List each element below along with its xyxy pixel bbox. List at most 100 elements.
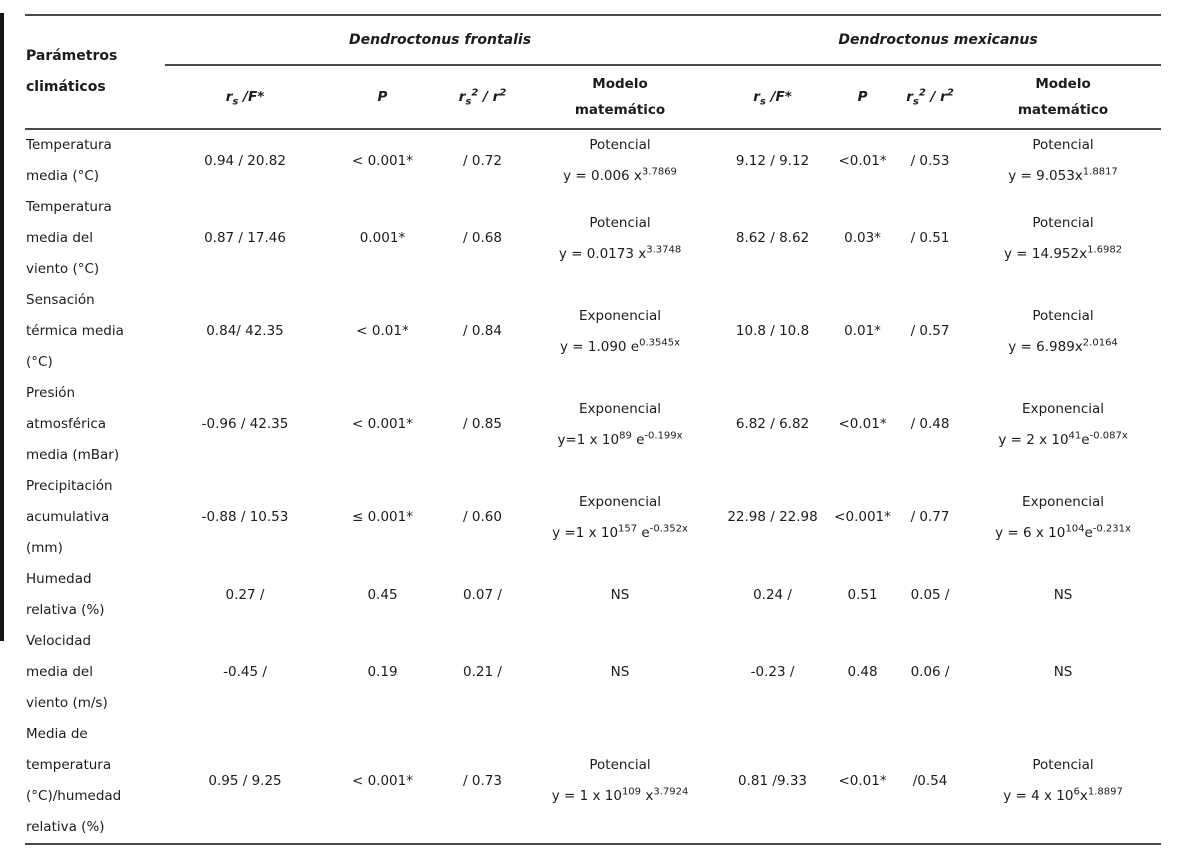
mexicanus-model-cell: Potencial y = 14.952x1.6982 (965, 192, 1161, 285)
mexicanus-r2-cell: 0.05 / (910, 586, 950, 603)
frontalis-r2-cell: / 0.73 (463, 772, 502, 789)
mexicanus-r2-cell: / 0.51 (910, 230, 950, 246)
mexicanus-model-formula: y = 4 x 106x1.8897 (1003, 786, 1123, 804)
frontalis-model-cell: NS (525, 564, 715, 626)
subheader-frontalis-r2: rs2 / r2 (440, 65, 525, 130)
scan-edge-artifact (0, 13, 4, 641)
frontalis-model-cell: Potencial y = 1 x 10109 x3.7924 (525, 719, 715, 844)
frontalis-model-name: Exponencial (579, 400, 661, 417)
frontalis-model-cell: Potencial y = 0.006 x3.7869 (525, 129, 715, 192)
frontalis-model-name: NS (610, 664, 630, 680)
frontalis-r2-cell: / 0.85 (463, 416, 502, 432)
mexicanus-model-cell: Potencial y = 9.053x1.8817 (965, 129, 1161, 192)
mexicanus-p-cell: <0.01* (838, 152, 887, 169)
mexicanus-model-name: Potencial (1032, 757, 1094, 773)
mexicanus-model-cell: Potencial y = 6.989x2.0164 (965, 285, 1161, 378)
mexicanus-p-cell: 0.51 (847, 586, 878, 603)
group-header-frontalis: Dendroctonus frontalis (165, 15, 716, 66)
frontalis-p-cell: 0.19 (367, 664, 398, 680)
mexicanus-r2-cell: /0.54 (912, 772, 948, 789)
param-label-cell: Presión atmosférica media (mBar) (26, 385, 120, 463)
frontalis-rs-f-cell: 0.87 / 17.46 (204, 230, 286, 246)
mexicanus-p-cell: 0.03* (844, 230, 881, 246)
table-row: Presión atmosférica media (mBar) -0.96 / … (25, 378, 1161, 471)
table-row: Temperatura media del viento (°C) 0.87 / … (25, 192, 1161, 285)
frontalis-r2-cell: 0.21 / (463, 664, 502, 680)
frontalis-model-name: Potencial (589, 757, 651, 773)
frontalis-p-cell: < 0.01* (356, 323, 409, 339)
frontalis-r2-cell: 0.07 / (463, 586, 502, 603)
mexicanus-p-cell: 0.48 (847, 664, 878, 680)
group-header-mexicanus: Dendroctonus mexicanus (715, 15, 1162, 66)
frontalis-p-cell: 0.45 (367, 586, 398, 603)
mexicanus-model-formula: y = 9.053x1.8817 (1008, 166, 1118, 184)
param-column-header: Parámetros climáticos (25, 15, 165, 130)
frontalis-rs-f-cell: -0.96 / 42.35 (201, 416, 289, 432)
mexicanus-model-cell: Exponencial y = 2 x 1041e-0.087x (965, 378, 1161, 471)
mexicanus-p-cell: <0.01* (838, 772, 887, 789)
frontalis-model-name: Exponencial (579, 493, 661, 510)
mexicanus-r2-cell: / 0.53 (910, 152, 950, 169)
frontalis-rs-f-cell: 0.95 / 9.25 (208, 772, 282, 789)
frontalis-p-cell: < 0.001* (351, 772, 413, 789)
table-row: Sensación térmica media (°C) 0.84/ 42.35 <… (25, 285, 1161, 378)
mexicanus-model-name: Exponencial (1022, 400, 1105, 417)
mexicanus-model-formula: y = 14.952x1.6982 (1003, 244, 1123, 262)
table-row: Velocidad media del viento (m/s) -0.45 / 0… (25, 626, 1161, 719)
mexicanus-rs-f-cell: 22.98 / 22.98 (727, 509, 818, 525)
mexicanus-p-cell: <0.01* (838, 416, 887, 432)
frontalis-model-name: NS (610, 586, 630, 603)
frontalis-r2-cell: / 0.68 (463, 230, 502, 246)
frontalis-model-cell: Exponencial y=1 x 1089 e-0.199x (525, 378, 715, 471)
frontalis-r2-cell: / 0.72 (463, 152, 502, 169)
frontalis-model-formula: y=1 x 1089 e-0.199x (557, 430, 683, 448)
frontalis-r2-cell: / 0.84 (463, 323, 502, 339)
mexicanus-model-name: Potencial (1032, 214, 1094, 231)
frontalis-rs-f-cell: 0.84/ 42.35 (206, 323, 284, 339)
mexicanus-rs-f-cell: 6.82 / 6.82 (735, 416, 810, 432)
mexicanus-r2-cell: 0.06 / (910, 664, 950, 680)
frontalis-rs-f-cell: -0.45 / (223, 664, 267, 680)
mexicanus-model-cell: Exponencial y = 6 x 10104e-0.231x (965, 471, 1161, 564)
climate-parameters-table: Parámetros climáticos Dendroctonus front… (25, 14, 1162, 845)
frontalis-model-cell: Potencial y = 0.0173 x3.3748 (525, 192, 715, 285)
mexicanus-r2-cell: / 0.57 (910, 323, 950, 339)
table-row: Humedad relativa (%) 0.27 / 0.45 0.07 / NS 0.… (25, 564, 1161, 626)
mexicanus-model-cell: NS (965, 626, 1161, 719)
frontalis-model-formula: y =1 x 10157 e-0.352x (552, 523, 688, 541)
frontalis-p-cell: < 0.001* (351, 152, 413, 169)
table-row: Precipitación acumulativa (mm) -0.88 / 10… (25, 471, 1161, 564)
mexicanus-rs-f-cell: 8.62 / 8.62 (735, 230, 810, 246)
mexicanus-model-name: NS (1053, 586, 1073, 603)
mexicanus-r2-cell: / 0.77 (910, 509, 950, 525)
frontalis-rs-f-cell: 0.94 / 20.82 (204, 152, 286, 169)
frontalis-p-cell: < 0.001* (351, 416, 413, 432)
mexicanus-rs-f-cell: 10.8 / 10.8 (735, 323, 810, 339)
param-label-cell: Temperatura media (°C) (26, 137, 112, 184)
frontalis-p-cell: 0.001* (359, 230, 406, 246)
subheader-mexicanus-p: P (830, 65, 896, 130)
subheader-frontalis-model: Modelo matemático (525, 65, 716, 130)
mexicanus-rs-f-cell: 0.81 /9.33 (738, 772, 808, 789)
frontalis-rs-f-cell: 0.27 / (225, 586, 265, 603)
mexicanus-p-cell: 0.01* (844, 323, 881, 339)
table-row: Media de temperatura (°C)/humedad relati… (25, 719, 1161, 844)
frontalis-model-formula: y = 1.090 e0.3545x (559, 337, 681, 355)
mexicanus-model-formula: y = 2 x 1041e-0.087x (998, 430, 1128, 448)
mexicanus-model-formula: y = 6 x 10104e-0.231x (995, 523, 1131, 541)
frontalis-model-formula: y = 1 x 10109 x3.7924 (551, 786, 689, 804)
mexicanus-model-name: Potencial (1032, 137, 1094, 153)
frontalis-model-formula: y = 0.006 x3.7869 (563, 166, 677, 184)
frontalis-model-name: Potencial (589, 214, 651, 231)
mexicanus-model-formula: y = 6.989x2.0164 (1008, 337, 1118, 355)
subheader-mexicanus-r2: rs2 / r2 (895, 65, 966, 130)
table-body: Temperatura media (°C) 0.94 / 20.82 < 0.00… (25, 129, 1161, 844)
mexicanus-rs-f-cell: -0.23 / (750, 664, 795, 680)
frontalis-model-formula: y = 0.0173 x3.3748 (558, 244, 682, 262)
mexicanus-model-name: Exponencial (1022, 493, 1105, 510)
mexicanus-rs-f-cell: 9.12 / 9.12 (735, 152, 810, 169)
frontalis-r2-cell: / 0.60 (463, 509, 502, 525)
param-label-cell: Temperatura media del viento (°C) (26, 199, 112, 277)
mexicanus-rs-f-cell: 0.24 / (753, 586, 792, 603)
